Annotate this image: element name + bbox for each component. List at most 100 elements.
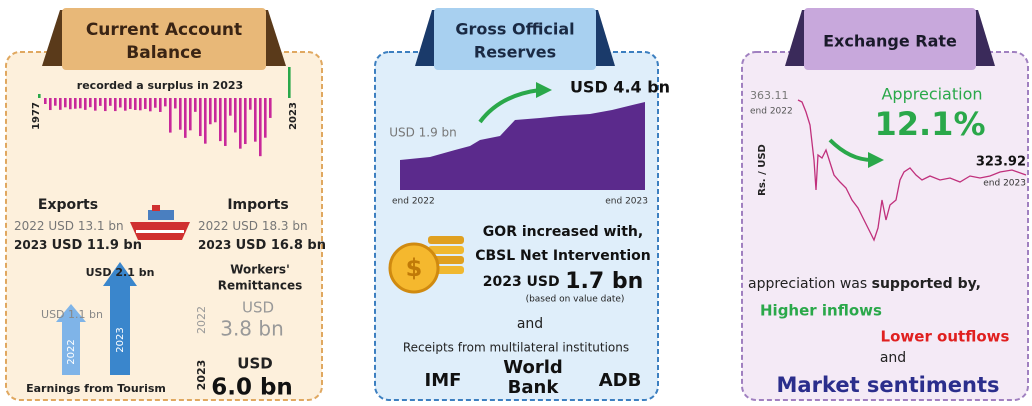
decor-bar xyxy=(259,98,262,157)
decor-bar xyxy=(94,98,97,111)
decor-bar xyxy=(154,98,157,108)
lead-bold: supported by, xyxy=(872,276,981,292)
decor-bar xyxy=(209,98,212,125)
text: CBSL Net Intervention xyxy=(475,248,651,264)
year: 2023 xyxy=(14,238,47,252)
end-value: USD 4.4 bn xyxy=(570,78,670,97)
row: 2022 USD 18.3 bn xyxy=(198,219,308,233)
label: Workers' xyxy=(230,263,290,277)
text: GOR increased with, xyxy=(483,224,643,240)
year: 1977 xyxy=(31,102,42,130)
decor-bar xyxy=(114,98,117,112)
value: USD 16.8 bn xyxy=(236,238,326,253)
unit: USD xyxy=(237,355,272,373)
label: Earnings from Tourism xyxy=(26,382,166,395)
decor-bar xyxy=(129,98,132,110)
decor-bar xyxy=(179,98,182,130)
decor-bar xyxy=(159,98,162,112)
headline: Appreciation xyxy=(881,85,982,104)
decor-bar xyxy=(169,98,172,133)
decor-bar xyxy=(124,98,127,111)
decor-bar xyxy=(199,98,202,137)
decor-bar xyxy=(224,98,227,146)
decor-bar xyxy=(184,98,187,138)
decor-bar xyxy=(189,98,192,131)
value: USD 2.1 bn xyxy=(86,266,155,279)
year: 2023 xyxy=(195,360,208,391)
amount: 3.8 bn xyxy=(220,317,284,341)
decor-bar xyxy=(254,98,257,142)
end-value: 323.92 xyxy=(976,155,1026,170)
prefix: 2023 USD xyxy=(483,274,560,290)
row: 2022 USD 13.1 bn xyxy=(14,219,124,233)
factor: Higher inflows xyxy=(760,302,882,320)
value: USD 13.1 bn xyxy=(48,219,123,233)
title: Reserves xyxy=(474,43,556,62)
year: 2022 xyxy=(66,339,77,364)
ship-icon xyxy=(130,205,190,240)
decor-bar xyxy=(134,98,137,110)
factor: Lower outflows xyxy=(881,328,1010,346)
decor-bar xyxy=(174,98,177,109)
title: Gross Official xyxy=(455,20,574,39)
row: 2023 USD 16.8 bn xyxy=(198,238,326,253)
bars xyxy=(38,67,291,157)
tab xyxy=(804,8,976,70)
decor-bar xyxy=(74,98,77,109)
note: recorded a surplus in 2023 xyxy=(77,79,243,92)
title: Current Account xyxy=(86,20,242,40)
year: 2023 xyxy=(288,102,299,130)
text: appreciation was supported by, xyxy=(748,276,981,292)
decor-bar xyxy=(64,98,67,108)
institution: Bank xyxy=(508,377,560,398)
amount: 1.7 bn xyxy=(565,269,643,294)
decor-bar xyxy=(49,98,52,111)
text: Receipts from multilateral institutions xyxy=(403,341,629,355)
tab xyxy=(62,8,266,70)
value: USD 11.9 bn xyxy=(52,238,142,253)
decor-bar xyxy=(194,98,197,112)
text: and xyxy=(880,350,906,366)
coin-icon: $ xyxy=(388,236,464,294)
decor-bar xyxy=(139,98,142,111)
title: Exchange Rate xyxy=(823,32,957,51)
decor-bar xyxy=(288,67,291,98)
decor-bar xyxy=(54,98,57,106)
row: 2023 USD 11.9 bn xyxy=(14,238,142,253)
title: Balance xyxy=(126,43,201,63)
label: end 2023 xyxy=(983,179,1026,189)
axis-label: Rs. / USD xyxy=(757,144,768,196)
change: 12.1% xyxy=(874,105,985,143)
decor-bar xyxy=(164,98,167,107)
lead: appreciation was xyxy=(748,276,872,292)
decor-bar xyxy=(244,98,247,145)
arrow xyxy=(103,262,137,375)
arrow-head xyxy=(868,152,884,168)
institution: ADB xyxy=(599,370,642,391)
svg-text:$: $ xyxy=(406,254,423,282)
decor-bar xyxy=(59,98,62,110)
decor-bar xyxy=(69,98,72,110)
amount: 6.0 bn xyxy=(211,375,293,401)
start-value: 363.11 xyxy=(750,89,789,102)
decor-bar xyxy=(239,98,242,149)
label: Remittances xyxy=(218,279,303,293)
label: Imports xyxy=(227,197,288,213)
decor-bar xyxy=(249,98,252,110)
institution: World xyxy=(503,357,563,378)
decor-bar xyxy=(269,98,272,118)
label: Exports xyxy=(38,197,98,213)
decor-bar xyxy=(144,98,147,109)
year: 2022 xyxy=(195,306,208,334)
arrow-head xyxy=(536,82,552,98)
institution: IMF xyxy=(425,370,462,391)
area-shape xyxy=(400,102,645,190)
year: 2023 xyxy=(115,327,126,352)
decor-bar xyxy=(119,98,122,108)
decor-bar xyxy=(219,98,222,142)
decor-bar xyxy=(79,98,82,109)
year: 2023 xyxy=(198,238,231,252)
value: USD 18.3 bn xyxy=(232,219,307,233)
label: end 2022 xyxy=(392,197,435,207)
